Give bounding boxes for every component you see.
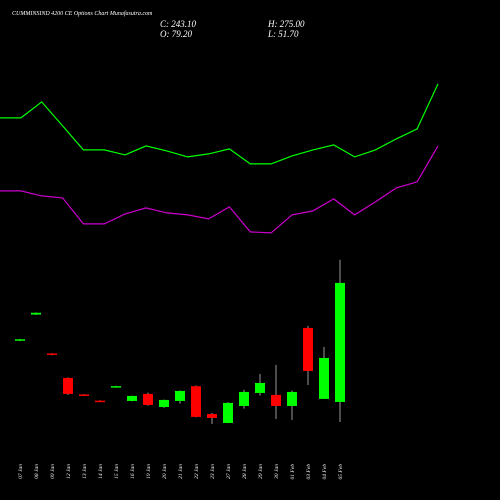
high-label: H: 275.00 — [267, 19, 305, 29]
x-tick-label: 03 Feb — [306, 464, 312, 480]
x-tick-label: 05 Feb — [338, 464, 344, 480]
x-tick-label: 09 Jan — [50, 464, 56, 479]
candle-body — [79, 394, 89, 396]
candle-body — [95, 400, 105, 403]
candle-body — [207, 413, 217, 418]
x-tick-label: 20 Jan — [162, 464, 168, 479]
x-tick-label: 15 Jan — [114, 464, 120, 479]
x-tick-label: 04 Feb — [321, 464, 328, 480]
x-tick-label: 19 Jan — [146, 464, 152, 479]
candle-body — [15, 339, 25, 341]
x-tick-label: 13 Jan — [82, 464, 88, 479]
x-tick-label: 30 Jan — [274, 464, 280, 480]
open-label: O: 79.20 — [160, 29, 192, 39]
candle-body — [191, 386, 201, 417]
candle-body — [47, 353, 57, 355]
candle-body — [31, 312, 41, 315]
x-tick-label: 29 Jan — [258, 464, 264, 479]
low-label: L: 51.70 — [267, 29, 299, 39]
candle-body — [271, 394, 281, 406]
candle-body — [223, 402, 233, 423]
indicator-line — [0, 83, 439, 165]
candle-body — [287, 391, 297, 406]
x-tick-label: 07 Jan — [18, 464, 24, 479]
close-label: C: 243.10 — [160, 19, 197, 29]
candle-body — [303, 327, 313, 371]
indicator-line — [0, 145, 439, 234]
chart-title: CUMMINSIND 4200 CE Options Chart Munafas… — [12, 10, 153, 17]
x-tick-label: 08 Jan — [34, 464, 40, 479]
x-tick-label: 12 Jan — [66, 464, 72, 479]
candle-body — [255, 382, 265, 393]
candle-body — [319, 357, 329, 399]
candle-body — [143, 393, 153, 405]
candle-body — [159, 399, 169, 407]
candle-body — [175, 390, 185, 401]
x-tick-label: 22 Jan — [194, 464, 200, 479]
candle-body — [127, 395, 137, 401]
x-tick-label: 28 Jan — [242, 464, 248, 479]
candle-body — [111, 386, 121, 388]
x-tick-label: 01 Feb — [290, 464, 296, 480]
x-tick-label: 27 Jan — [226, 464, 232, 479]
candle-body — [239, 391, 249, 406]
x-tick-label: 14 Jan — [97, 464, 104, 479]
x-tick-label: 16 Jan — [130, 464, 136, 479]
candle-body — [335, 282, 345, 402]
candle-body — [63, 377, 73, 394]
x-tick-label: 23 Jan — [210, 464, 216, 479]
x-tick-label: 21 Jan — [178, 464, 184, 479]
